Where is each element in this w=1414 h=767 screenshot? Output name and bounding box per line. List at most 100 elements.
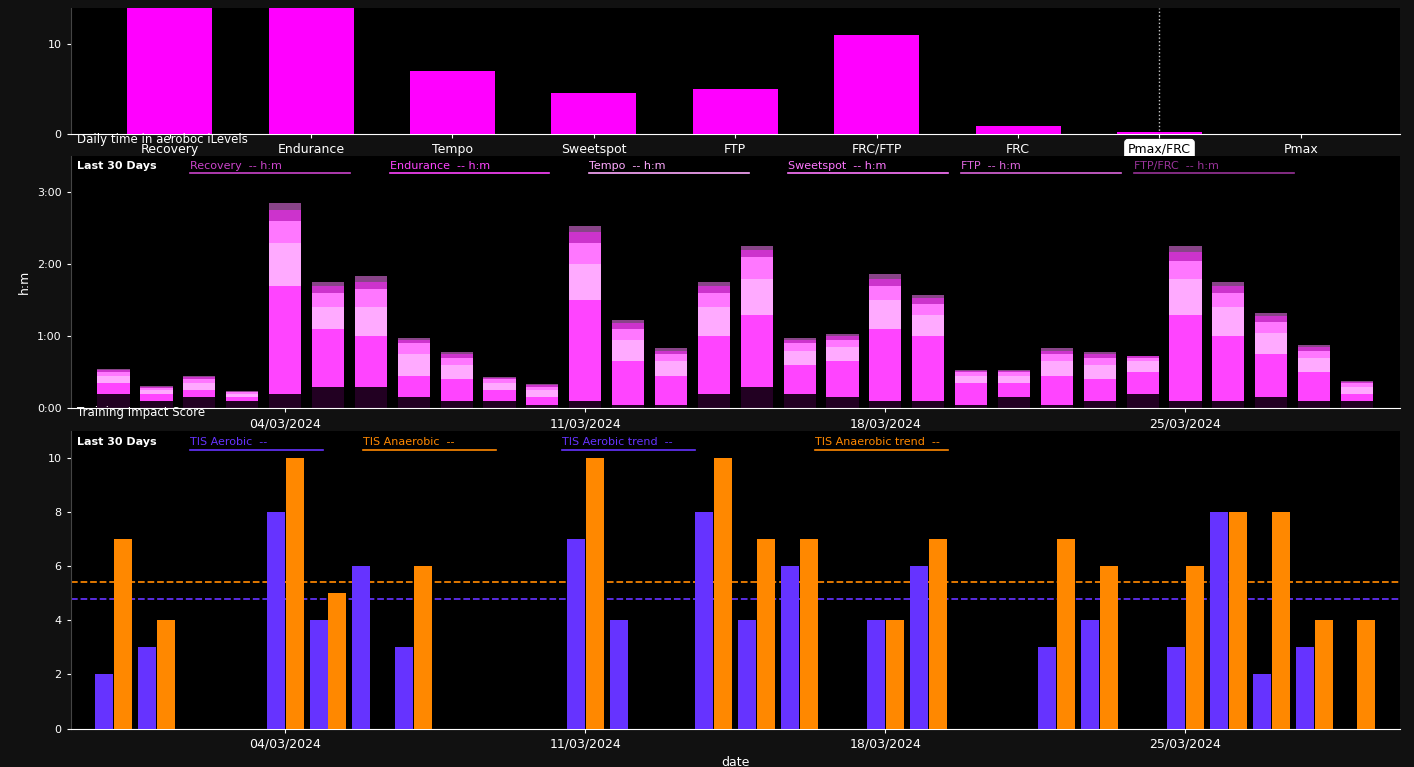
Bar bbox=[826, 336, 858, 340]
Bar bbox=[269, 221, 301, 242]
Bar bbox=[1058, 539, 1075, 729]
Bar bbox=[352, 566, 370, 729]
Bar bbox=[998, 370, 1029, 372]
Bar bbox=[585, 458, 604, 729]
Bar bbox=[184, 377, 215, 380]
Bar bbox=[1212, 293, 1244, 308]
Bar bbox=[954, 376, 987, 383]
Bar bbox=[1298, 345, 1331, 347]
Bar bbox=[870, 286, 902, 300]
Bar bbox=[1212, 336, 1244, 401]
Bar bbox=[1041, 361, 1073, 376]
Bar bbox=[912, 304, 945, 314]
Bar bbox=[139, 647, 156, 729]
Bar bbox=[184, 390, 215, 397]
Bar bbox=[1357, 621, 1376, 729]
Bar bbox=[1041, 405, 1073, 408]
Bar bbox=[954, 383, 987, 405]
Bar bbox=[998, 376, 1029, 383]
Bar bbox=[1041, 376, 1073, 405]
Bar bbox=[1083, 365, 1116, 380]
Bar bbox=[1127, 357, 1158, 358]
Bar bbox=[568, 232, 601, 242]
Bar bbox=[697, 286, 730, 293]
Bar bbox=[484, 401, 516, 408]
Bar bbox=[870, 329, 902, 401]
Bar bbox=[1212, 401, 1244, 408]
Bar bbox=[783, 394, 816, 408]
Bar bbox=[976, 127, 1060, 133]
Bar bbox=[783, 340, 816, 344]
Bar bbox=[1340, 383, 1373, 387]
Bar bbox=[998, 372, 1029, 376]
Bar bbox=[1256, 313, 1287, 316]
Bar bbox=[1340, 401, 1373, 408]
Bar bbox=[1169, 261, 1202, 278]
Bar bbox=[741, 314, 773, 387]
Bar bbox=[1041, 351, 1073, 354]
Bar bbox=[826, 334, 858, 336]
Bar bbox=[870, 275, 902, 278]
Bar bbox=[140, 390, 173, 394]
Text: Daily time in aeroboc iLevels: Daily time in aeroboc iLevels bbox=[78, 133, 249, 146]
Bar bbox=[355, 387, 387, 408]
Bar bbox=[1186, 566, 1203, 729]
Bar bbox=[526, 405, 559, 408]
Bar bbox=[269, 286, 301, 394]
Bar bbox=[1340, 394, 1373, 401]
Bar bbox=[568, 226, 601, 232]
Bar bbox=[870, 300, 902, 329]
Bar bbox=[115, 539, 132, 729]
Bar bbox=[697, 281, 730, 286]
Bar bbox=[441, 365, 472, 380]
Text: Endurance  -- h:m: Endurance -- h:m bbox=[390, 161, 489, 171]
Bar bbox=[1229, 512, 1247, 729]
Bar bbox=[912, 298, 945, 304]
Bar bbox=[1169, 278, 1202, 314]
Bar bbox=[526, 390, 559, 397]
Bar bbox=[612, 323, 645, 329]
Bar bbox=[826, 361, 858, 397]
Bar bbox=[655, 361, 687, 376]
Bar bbox=[396, 647, 413, 729]
Bar bbox=[414, 566, 433, 729]
Bar bbox=[1256, 397, 1287, 408]
Bar bbox=[226, 393, 259, 394]
Bar bbox=[355, 308, 387, 336]
Bar bbox=[269, 8, 354, 133]
Bar bbox=[355, 289, 387, 308]
Bar bbox=[526, 397, 559, 405]
Bar bbox=[312, 286, 344, 293]
Bar bbox=[800, 539, 819, 729]
Bar bbox=[697, 394, 730, 408]
Bar bbox=[1169, 314, 1202, 401]
Bar bbox=[441, 354, 472, 358]
Text: Sweetspot  -- h:m: Sweetspot -- h:m bbox=[789, 161, 887, 171]
Bar bbox=[1212, 308, 1244, 336]
Bar bbox=[1298, 401, 1331, 408]
Bar bbox=[912, 401, 945, 408]
Bar bbox=[312, 293, 344, 308]
Bar bbox=[441, 358, 472, 365]
Bar bbox=[612, 321, 645, 323]
Bar bbox=[568, 265, 601, 300]
Bar bbox=[157, 621, 175, 729]
Bar bbox=[912, 336, 945, 401]
Bar bbox=[1298, 372, 1331, 401]
Bar bbox=[826, 347, 858, 361]
Bar bbox=[526, 385, 559, 387]
Text: TIS Aerobic trend  --: TIS Aerobic trend -- bbox=[563, 436, 673, 446]
Bar bbox=[1041, 354, 1073, 361]
Bar bbox=[397, 354, 430, 376]
Bar bbox=[568, 300, 601, 401]
Bar bbox=[912, 314, 945, 336]
Bar bbox=[269, 203, 301, 210]
Bar bbox=[693, 89, 778, 133]
Bar bbox=[312, 308, 344, 329]
Text: Tempo  -- h:m: Tempo -- h:m bbox=[590, 161, 666, 171]
Bar bbox=[1167, 647, 1185, 729]
Bar bbox=[998, 397, 1029, 408]
Bar bbox=[140, 388, 173, 390]
Bar bbox=[1295, 647, 1314, 729]
Bar bbox=[355, 336, 387, 387]
